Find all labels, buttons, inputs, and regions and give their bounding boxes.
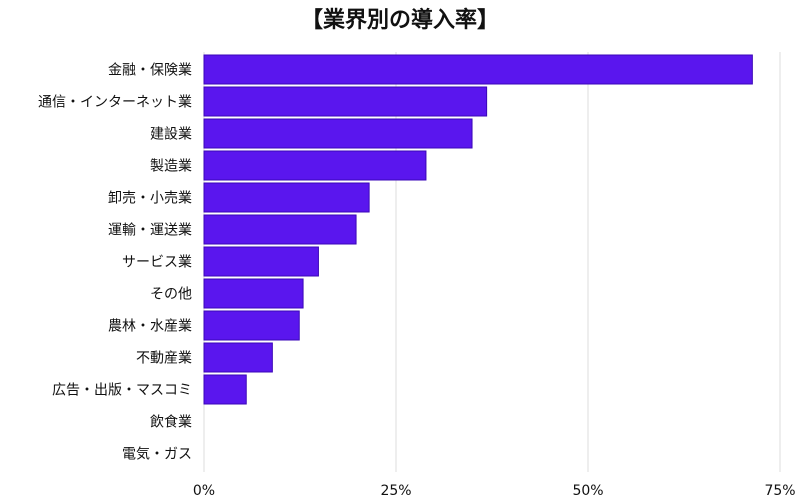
bar <box>203 310 300 341</box>
x-tick-label: 50% <box>572 483 603 499</box>
category-label: 建設業 <box>150 127 192 143</box>
bar <box>203 246 319 277</box>
category-label: 通信・インターネット業 <box>38 95 192 111</box>
x-tick-label: 25% <box>380 483 411 499</box>
category-label: 製造業 <box>150 159 192 175</box>
bar <box>203 214 357 245</box>
category-label: 電気・ガス <box>122 447 192 463</box>
bar <box>203 278 304 309</box>
bar <box>203 86 488 117</box>
category-label: 飲食業 <box>150 414 192 431</box>
bar <box>203 54 753 85</box>
category-label: 金融・保険業 <box>108 63 192 79</box>
category-label: 農林・水産業 <box>108 319 192 335</box>
bar <box>203 182 370 213</box>
category-label: 運輸・運送業 <box>108 223 192 239</box>
category-label: 不動産業 <box>136 351 192 367</box>
bar <box>203 118 473 149</box>
category-label: 卸売・小売業 <box>108 191 192 207</box>
bar <box>203 342 273 373</box>
x-tick-label: 0% <box>193 483 215 499</box>
chart-title: 【業界別の導入率】 <box>300 8 499 33</box>
category-label: 広告・出版・マスコミ <box>52 383 192 399</box>
category-label: その他 <box>150 287 192 303</box>
bar <box>203 374 247 405</box>
x-tick-label: 75% <box>764 483 795 499</box>
bar <box>203 150 427 181</box>
category-label: サービス業 <box>122 255 192 271</box>
